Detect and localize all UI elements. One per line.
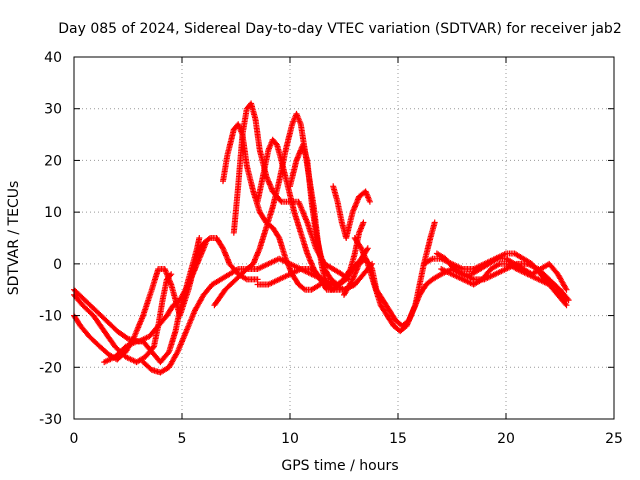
series-track-4 bbox=[101, 235, 203, 366]
data-points bbox=[71, 100, 572, 376]
y-tick-label: -30 bbox=[39, 412, 62, 428]
series-track-10 bbox=[254, 266, 358, 293]
series-track-17 bbox=[433, 250, 570, 293]
y-tick-label: 20 bbox=[44, 153, 62, 169]
data-marker-trail bbox=[433, 250, 570, 293]
y-tick-label: 40 bbox=[44, 50, 62, 66]
series-track-11 bbox=[330, 183, 373, 241]
data-marker-trail bbox=[287, 141, 367, 288]
x-tick-label: 25 bbox=[605, 431, 623, 447]
x-axis-label: GPS time / hours bbox=[281, 458, 398, 474]
y-axis-label: SDTVAR / TECUs bbox=[6, 181, 22, 296]
y-tick-label: 30 bbox=[44, 102, 62, 118]
x-tick-label: 10 bbox=[281, 431, 299, 447]
plot-frame bbox=[73, 56, 615, 420]
x-tick-label: 20 bbox=[497, 431, 515, 447]
y-tick-label: 0 bbox=[53, 257, 62, 273]
y-tick-label: 10 bbox=[44, 205, 62, 221]
series-track-12 bbox=[287, 141, 367, 288]
data-marker-trail bbox=[330, 183, 373, 241]
data-marker-trail bbox=[220, 121, 324, 293]
chart-title: Day 085 of 2024, Sidereal Day-to-day VTE… bbox=[58, 21, 621, 37]
x-tick-label: 0 bbox=[70, 431, 79, 447]
axis-ticks: 0 5 10 15 20 25 -30 -20 -10 0 10 20 30 40 bbox=[39, 50, 623, 447]
data-marker-trail bbox=[351, 235, 572, 335]
y-tick-label: -10 bbox=[39, 309, 62, 325]
x-tick-label: 15 bbox=[389, 431, 407, 447]
data-marker-trail bbox=[101, 235, 203, 366]
grid-lines bbox=[74, 57, 614, 419]
x-tick-label: 5 bbox=[178, 431, 187, 447]
y-tick-label: -20 bbox=[39, 360, 62, 376]
series-track-7 bbox=[220, 121, 324, 293]
data-marker-trail bbox=[254, 266, 358, 293]
series-track-14 bbox=[351, 235, 572, 335]
